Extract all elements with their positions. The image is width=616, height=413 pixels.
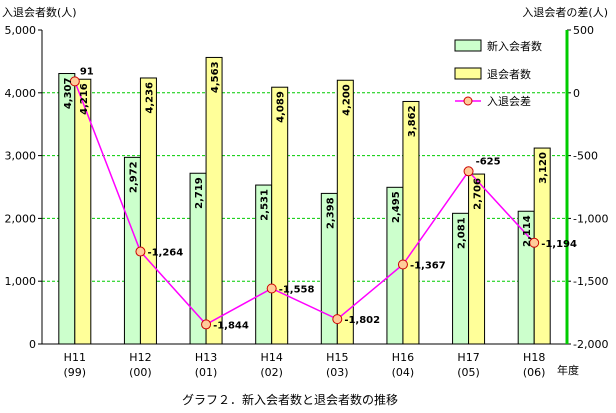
left-axis-title: 入退会者数(人) [2, 6, 77, 19]
right-tick-label: 0 [573, 87, 580, 100]
right-tick-label: -1,000 [573, 212, 608, 225]
bar-withdrawals [336, 79, 354, 345]
x-tick-label: H12 [129, 351, 151, 364]
difference-point [463, 166, 474, 177]
x-tick-sublabel: (04) [392, 366, 415, 379]
bar-label-new-members: 2,114 [522, 215, 533, 247]
left-tick-label: 1,000 [5, 275, 37, 288]
bar-label-withdrawals: 2,706 [473, 178, 484, 210]
bar-label-new-members: 4,307 [63, 77, 74, 109]
bar-label-new-members: 2,495 [391, 191, 402, 223]
right-tick-label: -500 [573, 150, 598, 163]
bar-label-withdrawals: 4,563 [210, 61, 221, 93]
bar-label-new-members: 2,398 [325, 197, 336, 229]
right-tick-label: -2,000 [573, 338, 608, 351]
x-tick-label: H15 [326, 351, 348, 364]
difference-point [332, 314, 343, 325]
legend-marker-difference [463, 96, 473, 106]
difference-point [266, 283, 277, 294]
x-tick-sublabel: (03) [326, 366, 349, 379]
x-tick-label: H16 [392, 351, 414, 364]
left-tick-label: 4,000 [5, 87, 37, 100]
x-tick-label: H11 [64, 351, 86, 364]
difference-label: -1,802 [344, 315, 380, 326]
difference-label: 91 [80, 66, 94, 77]
difference-label: -1,367 [410, 260, 446, 271]
x-tick-sublabel: (06) [523, 366, 546, 379]
left-tick-label: 5,000 [5, 24, 37, 37]
x-tick-sublabel: (01) [195, 366, 218, 379]
legend-swatch-withdrawals [454, 67, 482, 80]
bar-withdrawals [205, 56, 223, 345]
x-tick-sublabel: (02) [260, 366, 283, 379]
difference-point [135, 246, 146, 257]
difference-label: -1,558 [279, 284, 315, 295]
x-axis-title: 年度 [557, 363, 579, 377]
x-tick-label: H14 [261, 351, 283, 364]
bar-new-members [58, 73, 76, 345]
bar-label-new-members: 2,719 [194, 177, 205, 209]
legend-label-withdrawals: 退会者数 [487, 68, 531, 81]
bar-withdrawals [74, 78, 92, 345]
difference-label: -1,264 [147, 248, 183, 259]
legend-label-difference: 入退会差 [487, 94, 531, 108]
difference-series-line [74, 81, 535, 326]
difference-point [529, 237, 540, 248]
bar-label-withdrawals: 4,216 [79, 83, 90, 115]
left-tick-label: 2,000 [5, 212, 37, 225]
chart-title: グラフ２．新入会者数と退会者数の推移 [182, 392, 398, 407]
difference-point [69, 76, 80, 87]
difference-point [397, 259, 408, 270]
bars [58, 56, 551, 345]
right-tick-label: 500 [573, 24, 594, 37]
x-tick-label: H13 [195, 351, 217, 364]
bar-withdrawals [139, 77, 157, 345]
difference-label: -1,844 [213, 320, 249, 331]
bar-withdrawals [271, 86, 289, 345]
bar-label-withdrawals: 3,120 [538, 152, 549, 184]
bar-label-new-members: 2,972 [128, 161, 139, 193]
difference-label: -1,194 [541, 239, 577, 250]
x-tick-sublabel: (99) [64, 366, 87, 379]
bar-label-withdrawals: 4,200 [341, 84, 352, 116]
left-tick-label: 0 [29, 338, 36, 351]
bar-label-withdrawals: 4,089 [276, 91, 287, 123]
bar-label-withdrawals: 4,236 [144, 82, 155, 114]
right-axis-title: 入退会者の差(人) [522, 5, 608, 19]
legend-label-new-members: 新入会者数 [487, 39, 542, 53]
difference-point [201, 319, 212, 330]
bar-label-new-members: 2,531 [260, 189, 271, 221]
data-labels: 4,307 4,216 2,972 4,236 2,719 4,563 2,531 4,089… [63, 61, 577, 331]
bar-label-withdrawals: 3,862 [407, 105, 418, 137]
x-tick-sublabel: (00) [129, 366, 152, 379]
x-tick-label: H18 [523, 351, 545, 364]
bar-label-new-members: 2,081 [457, 217, 468, 249]
left-tick-label: 3,000 [5, 150, 37, 163]
x-tick-sublabel: (05) [457, 366, 480, 379]
legend-swatch-new-members [454, 39, 482, 52]
difference-label: -625 [476, 156, 501, 167]
x-tick-label: H17 [457, 351, 479, 364]
right-tick-label: -1,500 [573, 275, 608, 288]
difference-line [69, 76, 540, 330]
